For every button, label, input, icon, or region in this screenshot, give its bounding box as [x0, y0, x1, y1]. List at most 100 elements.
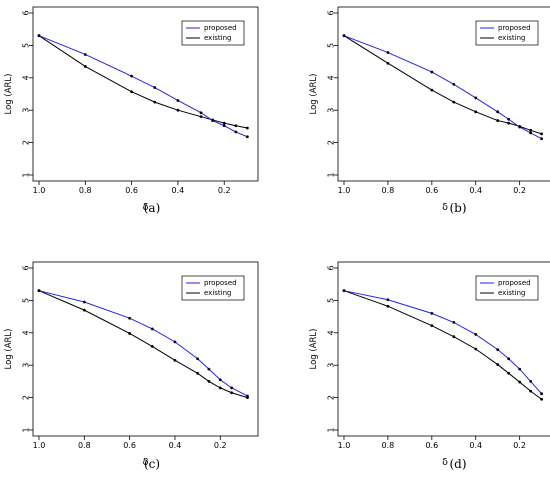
data-point-existing — [207, 380, 211, 383]
y-tick-label: 2 — [327, 140, 336, 145]
data-point-existing — [386, 304, 390, 308]
data-point-existing — [507, 371, 511, 375]
x-tick-label: 0.4 — [469, 441, 482, 450]
data-point-existing — [128, 332, 132, 335]
x-axis-label: δ — [442, 202, 448, 213]
legend-label-proposed: proposed — [204, 24, 237, 32]
data-point-existing — [82, 308, 86, 312]
series-line-existing — [38, 35, 248, 129]
y-axis-label: Log (ARL) — [309, 74, 319, 115]
y-tick-label: 6 — [22, 10, 31, 15]
data-point-proposed — [218, 378, 222, 382]
x-tick-label: 0.6 — [425, 186, 438, 195]
legend-label-existing: existing — [204, 34, 232, 42]
y-tick-label: 1 — [22, 427, 31, 432]
data-point-proposed — [386, 51, 390, 54]
legend: proposed existing — [475, 20, 539, 46]
data-point-proposed — [196, 357, 200, 361]
y-tick-label: 3 — [22, 363, 31, 368]
y-tick-label: 4 — [327, 330, 336, 335]
data-point-proposed — [199, 111, 203, 115]
legend-label-existing: existing — [498, 34, 526, 42]
data-point-proposed — [234, 130, 238, 134]
data-point-existing — [507, 121, 511, 125]
x-tick-label: 0.4 — [172, 186, 185, 195]
data-point-existing — [153, 100, 157, 104]
data-point-existing — [130, 90, 134, 94]
plot-frame — [32, 261, 259, 437]
y-tick-label: 1 — [327, 427, 336, 432]
y-tick-label: 2 — [22, 140, 31, 145]
data-point-proposed — [150, 327, 154, 331]
data-point-existing — [474, 347, 478, 351]
data-point-proposed — [529, 380, 533, 383]
data-point-proposed — [518, 125, 522, 129]
y-tick-label: 1 — [327, 172, 336, 177]
x-tick-label: 1.0 — [33, 441, 46, 450]
legend: proposed existing — [475, 275, 539, 301]
data-point-existing — [496, 119, 500, 122]
y-tick-label: 4 — [22, 330, 31, 335]
data-point-existing — [83, 65, 87, 68]
data-point-proposed — [386, 298, 390, 302]
data-point-proposed — [342, 34, 346, 38]
series-line-proposed — [38, 290, 248, 397]
data-point-proposed — [474, 96, 478, 100]
x-axis-label: δ — [442, 457, 448, 468]
data-point-proposed — [452, 321, 456, 324]
data-point-proposed — [507, 357, 511, 361]
data-point-proposed — [342, 289, 346, 293]
y-tick-label: 5 — [327, 298, 336, 303]
data-point-existing — [199, 115, 203, 119]
data-point-proposed — [176, 99, 180, 102]
data-point-existing — [230, 391, 234, 395]
chart-panel-a: 1 2 3 4 5 6 1.0 0.8 0.6 0.4 0.2 Log (ARL) δ proposed e… — [4, 6, 259, 215]
y-axis-label: Log (ARL) — [4, 329, 14, 370]
data-point-existing — [176, 108, 180, 112]
data-point-proposed — [496, 110, 500, 114]
series-line-existing — [343, 35, 542, 135]
chart-panel-c: 1 2 3 4 5 6 1.0 0.8 0.6 0.4 0.2 Log (ARL) δ proposed e… — [4, 261, 259, 471]
data-point-proposed — [245, 135, 249, 139]
x-tick-label: 0.8 — [382, 186, 395, 195]
x-tick-label: 0.2 — [513, 186, 526, 195]
plot-frame — [32, 6, 259, 182]
data-point-proposed — [37, 34, 41, 38]
x-tick-label: 1.0 — [338, 186, 351, 195]
x-tick-label: 1.0 — [338, 441, 351, 450]
y-tick-label: 2 — [327, 395, 336, 400]
data-point-proposed — [153, 86, 157, 89]
legend-box — [475, 20, 539, 46]
series-line-existing — [343, 290, 542, 400]
series-line-proposed — [38, 35, 248, 138]
data-point-existing — [222, 121, 226, 125]
legend: proposed existing — [181, 275, 245, 301]
y-tick-label: 3 — [327, 108, 336, 113]
y-tick-label: 3 — [327, 363, 336, 368]
x-tick-label: 0.8 — [79, 186, 92, 195]
data-point-proposed — [496, 348, 500, 352]
data-point-proposed — [130, 74, 134, 78]
data-point-proposed — [452, 82, 456, 86]
data-point-proposed — [430, 70, 434, 74]
x-tick-label: 0.2 — [513, 441, 526, 450]
data-point-existing — [540, 132, 544, 136]
data-point-existing — [173, 358, 177, 362]
data-point-existing — [474, 110, 478, 114]
y-tick-label: 1 — [22, 172, 31, 177]
y-tick-label: 4 — [22, 75, 31, 80]
y-tick-label: 6 — [327, 10, 336, 15]
data-point-existing — [518, 380, 522, 384]
data-point-existing — [150, 345, 154, 348]
x-tick-label: 0.2 — [214, 441, 227, 450]
legend-box — [181, 20, 245, 46]
x-axis-label: δ — [143, 202, 149, 213]
data-point-existing — [452, 335, 456, 339]
data-point-proposed — [430, 311, 434, 315]
data-point-proposed — [540, 137, 544, 141]
legend-box — [181, 275, 245, 301]
legend-label-proposed: proposed — [498, 24, 531, 32]
x-tick-label: 0.8 — [382, 441, 395, 450]
y-tick-label: 6 — [327, 265, 336, 270]
